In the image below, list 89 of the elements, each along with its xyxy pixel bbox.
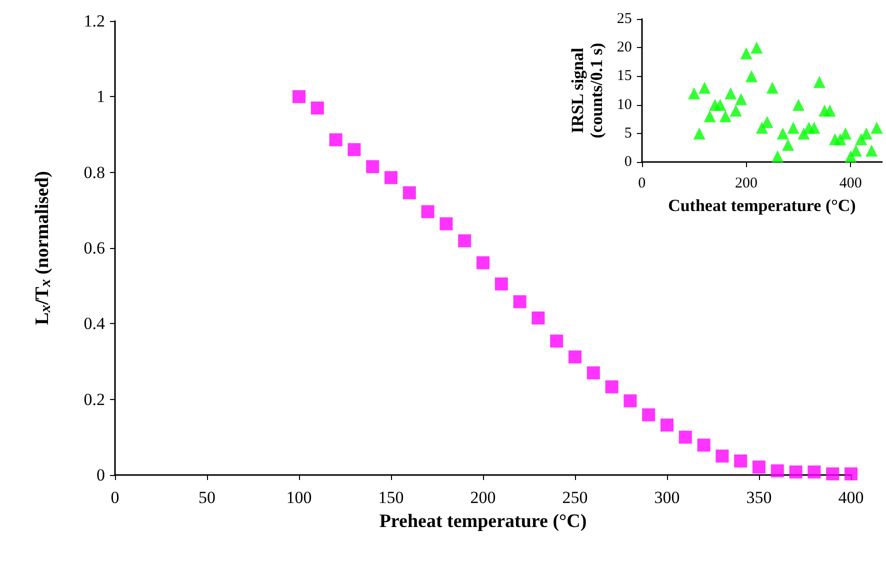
y-tick-label: 1.2 (84, 12, 105, 30)
point (770, 464, 784, 478)
point (850, 144, 862, 157)
point (697, 438, 710, 452)
point (678, 430, 692, 444)
point (348, 143, 361, 156)
point (310, 102, 324, 115)
point (792, 98, 804, 111)
x-tick-label: 0 (638, 176, 646, 192)
point (776, 127, 789, 140)
point (440, 217, 453, 230)
x-tick-label: 200 (735, 176, 758, 192)
y-tick-label: 0.6 (84, 238, 105, 258)
y-tick-label: 20 (616, 40, 632, 56)
point (746, 70, 758, 82)
point (750, 42, 763, 54)
y-tick-label: 15 (616, 68, 632, 84)
point (698, 82, 711, 94)
x-tick-label: 250 (562, 488, 588, 507)
point (740, 47, 752, 60)
point (476, 256, 490, 270)
point (642, 408, 656, 422)
point (586, 366, 600, 380)
point (366, 160, 380, 174)
point (730, 104, 742, 117)
point (787, 122, 800, 134)
y-axis-title: IRSL signal (counts/0.1 s) (568, 42, 606, 138)
x-tick-label: 200 (470, 488, 496, 507)
point (752, 460, 766, 474)
point (866, 144, 878, 157)
point (756, 122, 768, 134)
point (532, 311, 545, 324)
y-tick-label: 0 (96, 466, 105, 484)
point (714, 98, 726, 111)
point (421, 205, 434, 218)
point (813, 76, 826, 88)
point (513, 295, 526, 308)
point (605, 380, 618, 394)
point (839, 127, 852, 140)
point (716, 450, 729, 463)
y-tick-label: 1 (96, 87, 105, 106)
point (568, 350, 582, 364)
point (735, 93, 748, 106)
x-tick-label: 400 (838, 488, 864, 507)
point (826, 467, 840, 480)
point (458, 234, 472, 248)
x-tick-label: 100 (286, 488, 312, 507)
x-tick-label: 150 (378, 488, 404, 507)
point (766, 82, 778, 94)
x-tick-label: 50 (198, 488, 216, 507)
point (688, 87, 700, 100)
point (844, 467, 858, 480)
y-tick-label: 10 (616, 96, 632, 113)
point (808, 122, 820, 134)
x-tick-label: 0 (110, 488, 120, 507)
y-tick-label: 0.8 (84, 162, 105, 182)
y-tick-label: 0.4 (84, 314, 106, 334)
y-axis-title: Lx/Tx (normalised) (32, 171, 54, 326)
point (870, 122, 883, 134)
point (808, 465, 821, 478)
point (704, 110, 716, 122)
y-tick-label: 0.2 (84, 390, 105, 409)
point (693, 127, 706, 140)
point (384, 171, 398, 184)
point (782, 138, 794, 151)
point (724, 87, 737, 100)
point (719, 110, 732, 122)
point (860, 127, 872, 140)
x-axis-title: Preheat temperature (°C) (379, 511, 587, 532)
point (824, 104, 836, 117)
point (761, 116, 774, 128)
y-tick-label: 25 (616, 11, 632, 27)
point (292, 90, 306, 104)
point (734, 454, 748, 468)
point (402, 186, 416, 200)
point (772, 150, 784, 162)
x-tick-label: 400 (839, 176, 862, 192)
point (660, 418, 674, 432)
point (329, 133, 342, 146)
point (550, 334, 564, 348)
x-tick-label: 350 (746, 488, 772, 507)
x-axis-title: Cutheat temperature (°C) (668, 196, 856, 215)
point (789, 465, 802, 478)
x-tick-label: 300 (654, 488, 680, 507)
point (494, 277, 508, 290)
point (624, 394, 637, 408)
y-tick-label: 0 (624, 154, 632, 170)
point (844, 150, 857, 162)
y-tick-label: 5 (624, 125, 632, 142)
